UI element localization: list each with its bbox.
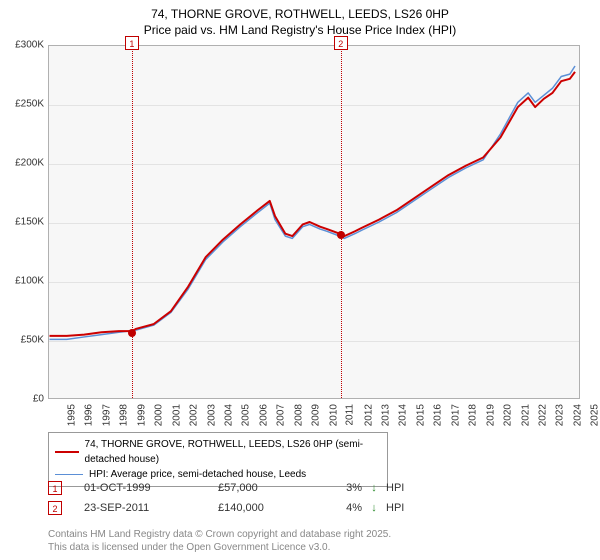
x-tick-label: 2008 — [293, 404, 304, 426]
x-tick-label: 2013 — [380, 404, 391, 426]
sale-price: £57,000 — [218, 482, 328, 494]
y-tick-label: £200K — [2, 158, 44, 169]
x-tick-label: 2006 — [258, 404, 269, 426]
x-tick-label: 2005 — [241, 404, 252, 426]
table-row: 1 01-OCT-1999 £57,000 3% ↓ HPI — [48, 478, 426, 498]
x-tick-label: 2017 — [450, 404, 461, 426]
x-tick-label: 2020 — [502, 404, 513, 426]
x-tick-label: 2000 — [153, 404, 164, 426]
x-tick-label: 2024 — [572, 404, 583, 426]
legend-swatch — [55, 474, 83, 475]
copyright-line: This data is licensed under the Open Gov… — [48, 542, 391, 555]
x-tick-label: 1996 — [84, 404, 95, 426]
sale-vs: HPI — [386, 502, 426, 514]
sale-marker-2: 2 — [48, 501, 62, 515]
event-marker-box: 1 — [125, 36, 139, 50]
x-tick-label: 1999 — [136, 404, 147, 426]
event-marker-box: 2 — [334, 36, 348, 50]
sale-price: £140,000 — [218, 502, 328, 514]
down-arrow-icon: ↓ — [366, 482, 382, 494]
x-tick-label: 2004 — [223, 404, 234, 426]
y-tick-label: £100K — [2, 276, 44, 287]
x-tick-label: 1997 — [101, 404, 112, 426]
x-tick-label: 2025 — [590, 404, 600, 426]
sale-marker-1: 1 — [48, 481, 62, 495]
x-tick-label: 2002 — [188, 404, 199, 426]
x-tick-label: 2021 — [520, 404, 531, 426]
x-tick-label: 2016 — [433, 404, 444, 426]
x-tick-label: 2019 — [485, 404, 496, 426]
x-tick-label: 2018 — [467, 404, 478, 426]
legend-row: 74, THORNE GROVE, ROTHWELL, LEEDS, LS26 … — [55, 437, 381, 467]
x-tick-label: 2003 — [206, 404, 217, 426]
x-tick-label: 2022 — [537, 404, 548, 426]
y-tick-label: £50K — [2, 335, 44, 346]
y-tick-label: £0 — [2, 394, 44, 405]
table-row: 2 23-SEP-2011 £140,000 4% ↓ HPI — [48, 498, 426, 518]
x-tick-label: 2012 — [363, 404, 374, 426]
x-tick-label: 2023 — [555, 404, 566, 426]
sale-dot — [128, 329, 136, 337]
sale-date: 01-OCT-1999 — [84, 482, 214, 494]
sales-table: 1 01-OCT-1999 £57,000 3% ↓ HPI 2 23-SEP-… — [48, 478, 426, 518]
title-block: 74, THORNE GROVE, ROTHWELL, LEEDS, LS26 … — [0, 0, 600, 38]
x-tick-label: 2014 — [398, 404, 409, 426]
title-line-2: Price paid vs. HM Land Registry's House … — [0, 22, 600, 38]
chart-container: 74, THORNE GROVE, ROTHWELL, LEEDS, LS26 … — [0, 0, 600, 560]
sale-delta: 3% — [332, 482, 362, 494]
copyright-line: Contains HM Land Registry data © Crown c… — [48, 529, 391, 542]
y-tick-label: £150K — [2, 217, 44, 228]
x-tick-label: 2001 — [171, 404, 182, 426]
x-tick-label: 2010 — [328, 404, 339, 426]
x-tick-label: 2015 — [415, 404, 426, 426]
sale-date: 23-SEP-2011 — [84, 502, 214, 514]
x-tick-label: 1995 — [66, 404, 77, 426]
legend-swatch — [55, 451, 79, 453]
down-arrow-icon: ↓ — [366, 502, 382, 514]
x-tick-label: 2011 — [345, 404, 356, 426]
x-tick-label: 2007 — [276, 404, 287, 426]
x-tick-label: 2009 — [310, 404, 321, 426]
title-line-1: 74, THORNE GROVE, ROTHWELL, LEEDS, LS26 … — [0, 6, 600, 22]
plot-area: 12 — [48, 45, 580, 399]
sale-delta: 4% — [332, 502, 362, 514]
sale-vs: HPI — [386, 482, 426, 494]
line-series — [49, 46, 579, 398]
y-tick-label: £250K — [2, 99, 44, 110]
y-tick-label: £300K — [2, 40, 44, 51]
sale-dot — [337, 231, 345, 239]
copyright: Contains HM Land Registry data © Crown c… — [48, 529, 391, 554]
x-tick-label: 1998 — [119, 404, 130, 426]
legend-label: 74, THORNE GROVE, ROTHWELL, LEEDS, LS26 … — [85, 437, 381, 467]
